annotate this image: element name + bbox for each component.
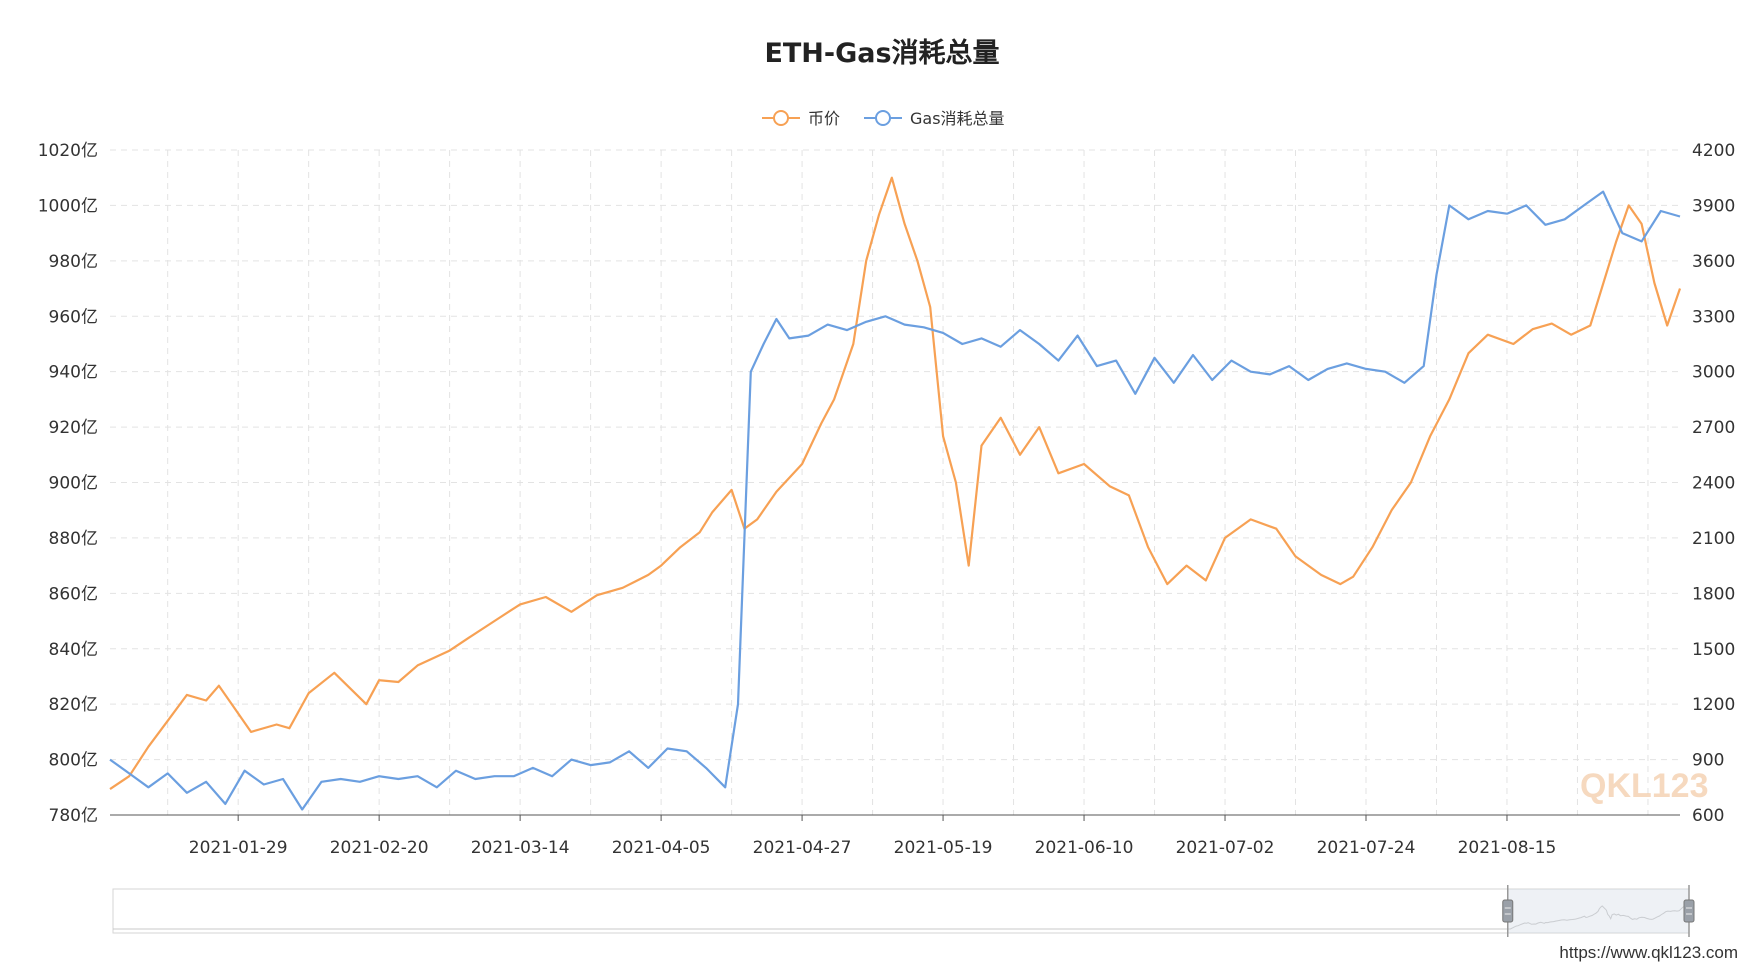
y-right-tick-label: 3000 <box>1692 363 1735 383</box>
chart-title: ETH-Gas消耗总量 <box>764 38 999 69</box>
slider-track[interactable] <box>112 888 1690 934</box>
y-axis-right: 600 900 1200 1500 1800 2100 2400 2700 3000 3300 36… <box>1692 141 1735 826</box>
y-right-tick-label: 1500 <box>1692 640 1735 660</box>
y-left-tick-label: 980亿 <box>49 252 98 272</box>
series-line-gas <box>109 190 1681 811</box>
y-right-tick-label: 2100 <box>1692 529 1735 549</box>
slider-preview <box>113 905 1690 930</box>
watermark: QKL123 <box>1580 767 1709 805</box>
y-axis-left: 780亿 800亿 820亿 840亿 860亿 880亿 900亿 920亿 940亿 960亿… <box>38 141 98 826</box>
x-tick-label: 2021-06-10 <box>1035 838 1134 858</box>
x-tick-label: 2021-01-29 <box>189 838 288 858</box>
x-tick-label: 2021-02-20 <box>330 838 429 858</box>
x-tick-label: 2021-04-05 <box>612 838 711 858</box>
series-line-price <box>109 176 1682 791</box>
legend-item-gas[interactable]: Gas消耗总量 <box>864 109 1005 128</box>
slider-handle-left[interactable] <box>1502 885 1514 937</box>
series-layer <box>109 176 1682 811</box>
y-left-tick-label: 920亿 <box>49 418 98 438</box>
x-tick-label: 2021-07-02 <box>1176 838 1275 858</box>
y-left-tick-label: 840亿 <box>49 640 98 660</box>
slider-handle-right[interactable] <box>1683 885 1695 937</box>
legend-label-price: 币价 <box>808 109 840 128</box>
y-left-tick-label: 1020亿 <box>38 141 98 161</box>
y-right-tick-label: 4200 <box>1692 141 1735 161</box>
x-tick-label: 2021-08-15 <box>1458 838 1557 858</box>
y-left-tick-label: 960亿 <box>49 307 98 327</box>
legend-item-price[interactable]: 币价 <box>762 109 840 128</box>
slider-preview-line <box>113 905 1690 930</box>
y-right-tick-label: 900 <box>1692 751 1724 771</box>
legend[interactable]: 币价 Gas消耗总量 <box>762 109 1005 128</box>
y-left-tick-label: 900亿 <box>49 474 98 494</box>
y-left-tick-label: 780亿 <box>49 806 98 826</box>
x-axis: 2021-01-29 2021-02-20 2021-03-14 2021-04-05… <box>110 814 1680 858</box>
y-right-tick-label: 3600 <box>1692 252 1735 272</box>
grid <box>110 149 1680 815</box>
x-tick-label: 2021-04-27 <box>753 838 852 858</box>
footer-url[interactable]: https://www.qkl123.com <box>1559 943 1738 962</box>
y-right-tick-label: 600 <box>1692 806 1724 826</box>
y-left-tick-label: 820亿 <box>49 695 98 715</box>
y-right-tick-label: 3900 <box>1692 196 1735 216</box>
data-zoom-slider[interactable] <box>112 885 1695 937</box>
y-left-tick-label: 800亿 <box>49 751 98 771</box>
slider-window[interactable] <box>1507 889 1689 933</box>
x-tick-label: 2021-07-24 <box>1317 838 1416 858</box>
y-left-tick-label: 940亿 <box>49 363 98 383</box>
x-tick-label: 2021-05-19 <box>894 838 993 858</box>
x-tick-label: 2021-03-14 <box>471 838 570 858</box>
y-left-tick-label: 880亿 <box>49 529 98 549</box>
y-left-tick-label: 1000亿 <box>38 196 98 216</box>
y-right-tick-label: 3300 <box>1692 307 1735 327</box>
y-right-tick-label: 1800 <box>1692 584 1735 604</box>
y-right-tick-label: 1200 <box>1692 695 1735 715</box>
y-right-tick-label: 2400 <box>1692 474 1735 494</box>
y-left-tick-label: 860亿 <box>49 584 98 604</box>
y-right-tick-label: 2700 <box>1692 418 1735 438</box>
legend-label-gas: Gas消耗总量 <box>910 109 1005 128</box>
